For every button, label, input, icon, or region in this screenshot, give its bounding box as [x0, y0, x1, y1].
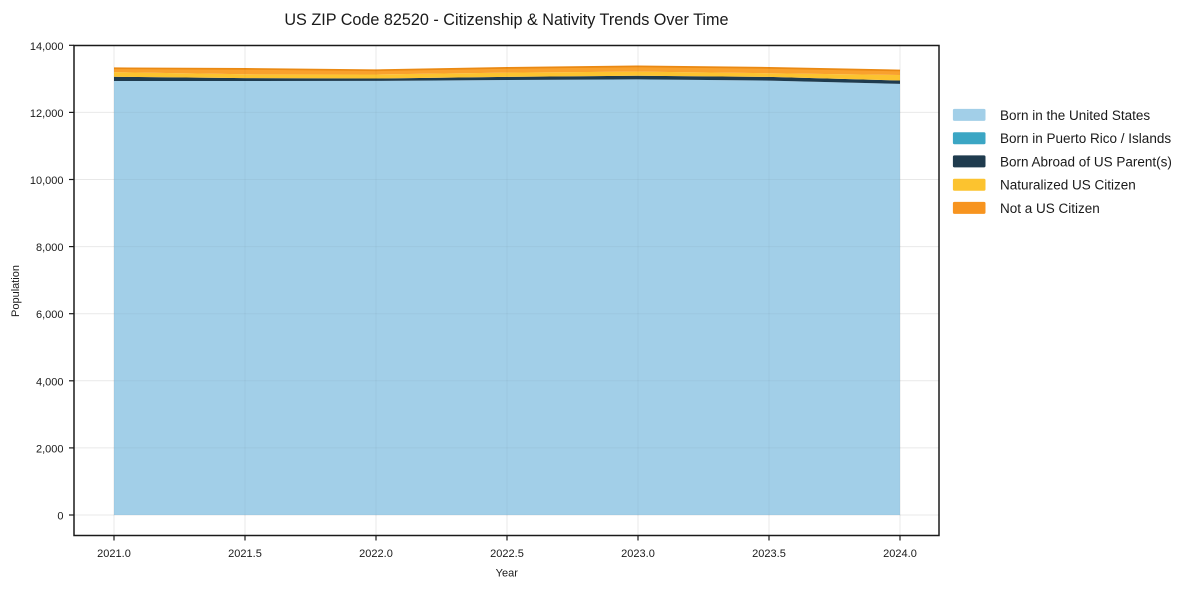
svg-text:2022.0: 2022.0 [359, 548, 393, 560]
svg-text:Not a US Citizen: Not a US Citizen [1000, 201, 1100, 216]
svg-text:2023.5: 2023.5 [752, 548, 786, 560]
svg-text:4,000: 4,000 [36, 376, 64, 388]
svg-text:2024.0: 2024.0 [883, 548, 917, 560]
svg-text:8,000: 8,000 [36, 242, 64, 254]
svg-text:Born in the United States: Born in the United States [1000, 108, 1150, 123]
svg-text:2021.5: 2021.5 [228, 548, 262, 560]
svg-text:Population: Population [10, 265, 22, 317]
svg-text:0: 0 [57, 511, 63, 523]
svg-text:Born in Puerto Rico / Islands: Born in Puerto Rico / Islands [1000, 131, 1171, 146]
svg-text:12,000: 12,000 [30, 108, 64, 120]
svg-text:2022.5: 2022.5 [490, 548, 524, 560]
svg-text:Naturalized US Citizen: Naturalized US Citizen [1000, 178, 1136, 193]
svg-text:6,000: 6,000 [36, 309, 64, 321]
svg-text:Year: Year [496, 568, 519, 580]
svg-text:2021.0: 2021.0 [97, 548, 131, 560]
svg-text:10,000: 10,000 [30, 175, 64, 187]
svg-text:Born Abroad of US Parent(s): Born Abroad of US Parent(s) [1000, 154, 1172, 169]
svg-text:2023.0: 2023.0 [621, 548, 655, 560]
svg-text:2,000: 2,000 [36, 443, 64, 455]
svg-text:14,000: 14,000 [30, 41, 64, 53]
svg-text:US ZIP Code 82520 - Citizenshi: US ZIP Code 82520 - Citizenship & Nativi… [284, 11, 728, 29]
